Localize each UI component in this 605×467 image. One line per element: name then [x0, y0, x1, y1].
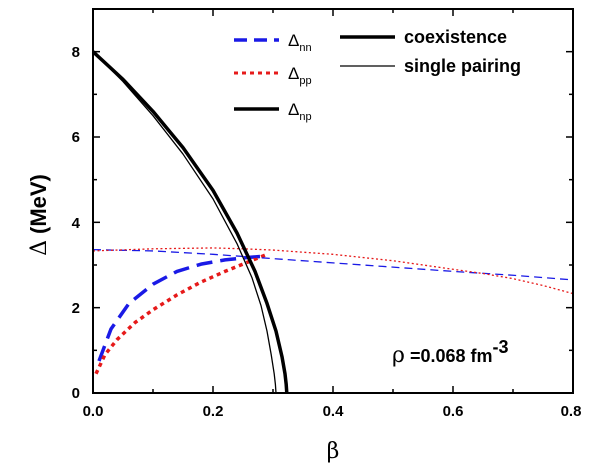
legend: Δnn Δpp Δnp coexistence single pairing	[234, 27, 521, 123]
legend-label-nn-base: Δ	[288, 31, 299, 50]
x-tick-label: 0.0	[83, 403, 104, 420]
plot-area	[91, 8, 574, 394]
series-line-pp-single	[92, 247, 574, 295]
svg-text:Δ(MeV): Δ (MeV)	[26, 174, 52, 256]
legend-item-pp: Δpp	[234, 64, 312, 87]
y-tick-label: 2	[72, 300, 80, 317]
y-axis: 0 2 4 6 8 Δ (MeV)	[26, 44, 81, 402]
y-tick-label: 4	[72, 215, 81, 232]
y-axis-title-symbol: Δ	[27, 240, 52, 256]
y-tick-label: 6	[72, 129, 80, 146]
series-line-np-single	[92, 51, 277, 394]
x-tick-label: 0.2	[203, 403, 224, 420]
series-line-np-coexistence	[91, 50, 289, 394]
legend-label-np-sub: np	[299, 111, 311, 123]
legend-item-single-pairing: single pairing	[340, 56, 521, 76]
y-tick-label: 0	[72, 385, 80, 402]
x-axis: 0.0 0.2 0.4 0.6 0.8 β	[83, 403, 582, 464]
legend-label-pp-base: Δ	[288, 64, 299, 83]
x-axis-title: β	[327, 439, 340, 464]
x-tick-label: 0.4	[323, 403, 345, 420]
density-annotation: ρ =0.068 fm-3	[392, 337, 509, 368]
legend-label-np: Δnp	[288, 100, 312, 123]
y-axis-title: Δ (MeV)	[26, 174, 52, 256]
x-tick-label: 0.8	[561, 403, 582, 420]
density-value: =0.068 fm	[405, 346, 493, 366]
legend-label-np-base: Δ	[288, 100, 299, 119]
density-exponent: -3	[493, 337, 509, 357]
legend-label-coexistence: coexistence	[404, 27, 507, 47]
y-tick-label: 8	[72, 44, 80, 61]
legend-label-single-pairing: single pairing	[404, 56, 521, 76]
series-line-nn-coexistence	[97, 254, 262, 362]
density-symbol: ρ	[392, 343, 405, 368]
ticks-layer	[92, 8, 574, 394]
legend-label-pp: Δpp	[288, 64, 312, 87]
legend-item-nn: Δnn	[234, 31, 312, 54]
y-axis-title-unit: (MeV)	[26, 174, 51, 234]
legend-item-np: Δnp	[234, 100, 312, 123]
series-layer	[91, 50, 574, 394]
svg-text:ρ =0.068 fm-3: ρ =0.068 fm-3	[392, 337, 509, 368]
legend-label-nn-sub: nn	[299, 42, 311, 54]
legend-label-pp-sub: pp	[299, 75, 311, 87]
x-tick-label: 0.6	[443, 403, 464, 420]
series-line-nn-single	[92, 248, 574, 281]
legend-label-nn: Δnn	[288, 31, 312, 54]
legend-item-coexistence: coexistence	[340, 27, 507, 47]
